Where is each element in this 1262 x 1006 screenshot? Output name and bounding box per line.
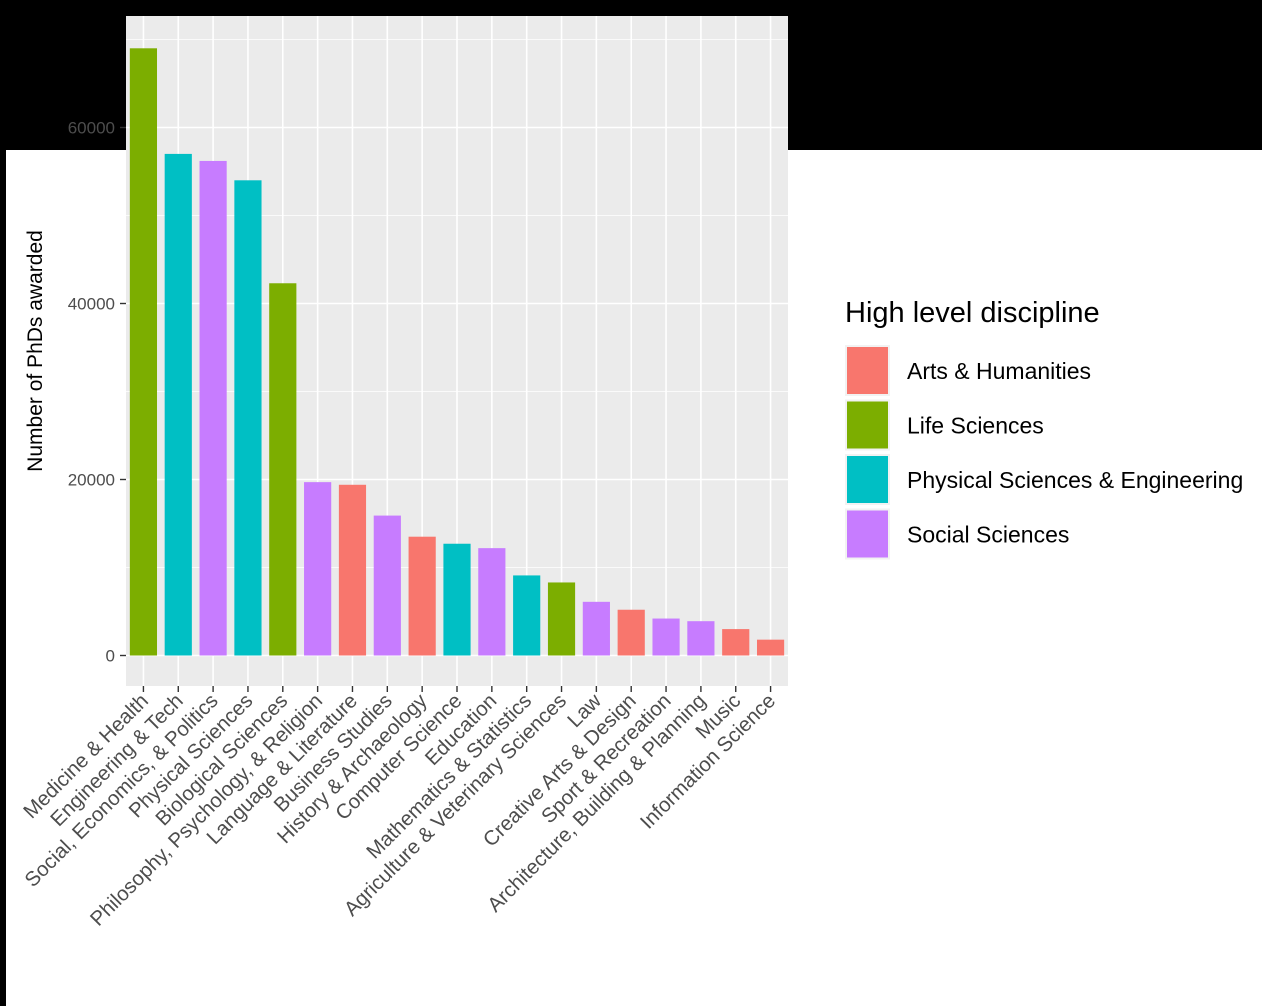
bar (129, 48, 158, 656)
legend-swatch (847, 456, 888, 503)
y-axis-label: Number of PhDs awarded (24, 230, 47, 472)
black-overlay-left-edge (0, 150, 6, 1006)
bar (652, 618, 680, 656)
bar (269, 283, 297, 656)
black-overlay-right (816, 0, 1262, 150)
bar (234, 180, 262, 656)
bar (756, 639, 785, 656)
legend-label: Social Sciences (907, 522, 1069, 548)
bar (582, 601, 610, 656)
legend: High level discipline Arts & Humanities L… (845, 297, 1243, 560)
legend-label: Life Sciences (907, 413, 1044, 439)
legend-label: Arts & Humanities (907, 358, 1091, 384)
bars (129, 48, 785, 656)
bar (513, 575, 541, 656)
y-tick-label: 60000 (68, 119, 115, 138)
bar (408, 536, 436, 656)
bar (722, 629, 750, 656)
legend-swatch (847, 510, 888, 558)
bar (617, 609, 645, 656)
legend-swatch (847, 347, 888, 394)
bar (304, 482, 332, 656)
y-tick-label: 0 (106, 647, 115, 666)
legend-label: Physical Sciences & Engineering (907, 467, 1243, 493)
y-tick-label: 20000 (68, 471, 115, 490)
legend-title: High level discipline (845, 297, 1100, 329)
y-tick-label: 40000 (68, 295, 115, 314)
bar (199, 160, 227, 656)
bar (373, 515, 401, 656)
legend-swatch (847, 401, 888, 449)
bar (164, 153, 192, 656)
bar (547, 582, 576, 656)
bar (443, 543, 471, 656)
bar (338, 484, 367, 656)
bar (478, 548, 506, 656)
bar (687, 621, 715, 656)
